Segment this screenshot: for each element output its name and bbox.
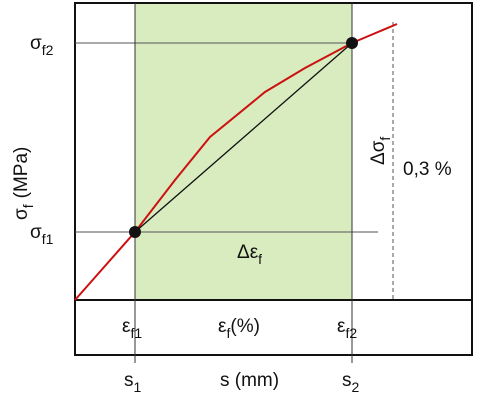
- label: s1: [124, 370, 142, 395]
- chord: [134, 42, 353, 233]
- point: [346, 37, 358, 49]
- curve: [74, 23, 398, 301]
- axis-label: εf(%): [218, 316, 260, 341]
- label: Δεf: [237, 242, 262, 267]
- label: σf2: [30, 33, 54, 58]
- label: 0,3 %: [403, 159, 452, 180]
- label: εf1: [122, 316, 142, 341]
- frame: [74, 2, 473, 356]
- axis-label: σf(MPa): [11, 147, 36, 220]
- label: Δσf: [368, 137, 393, 165]
- label: s2: [342, 370, 360, 395]
- label: εf2: [337, 316, 357, 341]
- region: [135, 3, 352, 300]
- label: σf1: [30, 222, 54, 247]
- point: [129, 226, 141, 238]
- axis-label: s (mm): [220, 370, 279, 391]
